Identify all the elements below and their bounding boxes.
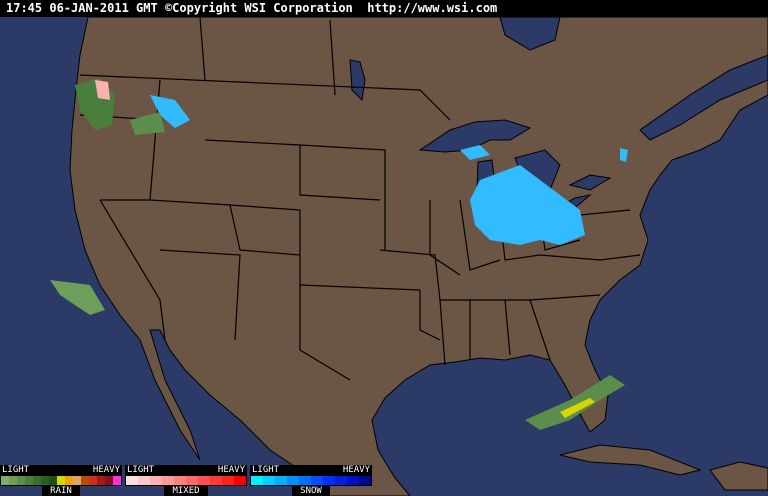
- legend-color-swatch: [359, 476, 371, 485]
- saint-lawrence: [639, 54, 768, 141]
- land-north-america: [69, 17, 768, 496]
- legend-color-swatch: [311, 476, 323, 485]
- legend-color-swatch: [57, 476, 65, 485]
- legend-rain: LIGHT HEAVY RAIN: [0, 465, 122, 496]
- legend-color-swatch: [25, 476, 33, 485]
- legend-mixed-heavy: HEAVY: [217, 465, 245, 475]
- legend-color-swatch: [347, 476, 359, 485]
- header-bar: 17:45 06-JAN-2011 GMT ©Copyright WSI Cor…: [0, 0, 768, 17]
- legend-color-swatch: [263, 476, 275, 485]
- radar-map: [50, 17, 768, 496]
- legend-rain-colorbar: [0, 475, 122, 486]
- legend-color-swatch: [105, 476, 113, 485]
- legend-color-swatch: [299, 476, 311, 485]
- legend-color-swatch: [1, 476, 9, 485]
- mixed-echo-washington: [95, 80, 110, 100]
- legend-rain-label: RAIN: [42, 486, 80, 496]
- legend-color-swatch: [198, 476, 210, 485]
- cuba: [559, 444, 702, 476]
- legend-color-swatch: [89, 476, 97, 485]
- legend-mixed-colorbar: [125, 475, 247, 486]
- lake-winnipeg: [349, 59, 366, 102]
- state-borders: [79, 17, 641, 381]
- legend-color-swatch: [186, 476, 198, 485]
- hispaniola: [709, 461, 768, 491]
- legend-color-swatch: [113, 476, 121, 485]
- hudson-bay: [499, 17, 561, 51]
- legend-color-swatch: [234, 476, 246, 485]
- legend-snow-colorbar: [250, 475, 372, 486]
- legend-snow-label: SNOW: [292, 486, 330, 496]
- legend-color-swatch: [33, 476, 41, 485]
- snow-echo-midwest: [470, 165, 585, 245]
- legend-color-swatch: [17, 476, 25, 485]
- legend-color-swatch: [41, 476, 49, 485]
- legend-color-swatch: [9, 476, 17, 485]
- legend-color-swatch: [138, 476, 150, 485]
- snow-echo-maine: [620, 148, 628, 162]
- legend-color-swatch: [126, 476, 138, 485]
- legend-color-swatch: [73, 476, 81, 485]
- legend-color-swatch: [97, 476, 105, 485]
- legend-color-swatch: [275, 476, 287, 485]
- snow-echo-michigan-up: [460, 145, 490, 160]
- radar-echoes: [50, 78, 628, 430]
- rain-echo-california: [50, 280, 105, 315]
- lake-superior: [418, 119, 532, 153]
- rain-echo-florida: [525, 375, 625, 430]
- legend-mixed-label: MIXED: [164, 486, 208, 496]
- legend-mixed-light: LIGHT: [127, 465, 155, 475]
- rain-echo-oregon: [130, 112, 165, 135]
- legend-snow: LIGHT HEAVY SNOW: [250, 465, 372, 496]
- legend-rain-heavy: HEAVY: [92, 465, 120, 475]
- legend-color-swatch: [81, 476, 89, 485]
- legend-color-swatch: [65, 476, 73, 485]
- legend-color-swatch: [222, 476, 234, 485]
- lake-ontario: [568, 174, 612, 191]
- legend-snow-light: LIGHT: [252, 465, 280, 475]
- legend-color-swatch: [323, 476, 335, 485]
- snow-echo-idaho: [150, 95, 190, 128]
- legend-color-swatch: [162, 476, 174, 485]
- legend-snow-heavy: HEAVY: [342, 465, 370, 475]
- legend-color-swatch: [210, 476, 222, 485]
- legend-color-swatch: [174, 476, 186, 485]
- legend-color-swatch: [150, 476, 162, 485]
- legend-color-swatch: [335, 476, 347, 485]
- mixed-echo-florida: [560, 398, 595, 418]
- legend-color-swatch: [287, 476, 299, 485]
- legend-color-swatch: [251, 476, 263, 485]
- legend-mixed: LIGHT HEAVY MIXED: [125, 465, 247, 496]
- legend-rain-light: LIGHT: [2, 465, 30, 475]
- legend-color-swatch: [49, 476, 57, 485]
